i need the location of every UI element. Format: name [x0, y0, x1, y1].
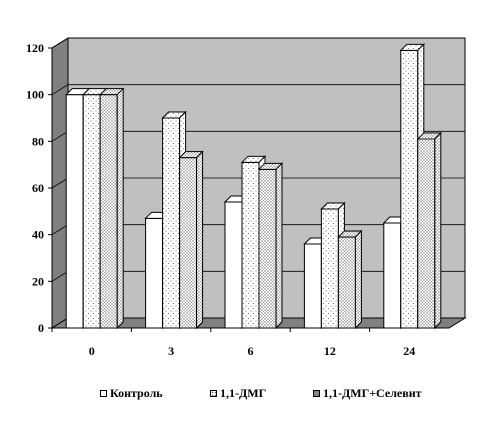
legend-label-dmg-selevit: 1,1-ДМГ+Селевит — [323, 386, 422, 400]
bar-front — [82, 94, 101, 329]
bar — [337, 229, 363, 330]
gridline — [51, 37, 465, 49]
bar-front — [337, 236, 356, 329]
legend-item-dmg-selevit: 1,1-ДМГ+Селевит — [313, 386, 422, 401]
bar-front — [303, 243, 322, 329]
bar-side — [434, 131, 442, 330]
bar — [257, 162, 284, 330]
y-tick-label: 80 — [32, 134, 44, 148]
bar-front — [162, 117, 181, 329]
bar — [98, 87, 125, 330]
bar-front — [99, 94, 118, 329]
y-tick-label: 40 — [32, 228, 44, 242]
y-tick-label: 120 — [26, 41, 44, 55]
bar — [178, 150, 204, 330]
y-tick-label: 20 — [32, 274, 44, 288]
x-tick-label: 3 — [168, 344, 174, 358]
y-tick-label: 60 — [32, 181, 44, 195]
x-tick-label: 6 — [248, 344, 254, 358]
bar-front — [145, 217, 164, 329]
bar-front — [400, 49, 419, 329]
y-tick-label: 0 — [38, 321, 44, 335]
legend-label-dmg: 1,1-ДМГ — [220, 386, 267, 400]
legend-swatch-control — [100, 390, 107, 397]
bars — [64, 43, 443, 330]
x-tick-label: 12 — [324, 344, 336, 358]
legend-item-control: Контроль — [100, 386, 163, 401]
axes: 0 20 40 60 80 100 120 0 3 6 12 24 — [26, 41, 449, 358]
bar-side — [275, 162, 283, 330]
legend-item-dmg: 1,1-ДМГ — [210, 386, 266, 401]
x-tick-label: 0 — [89, 344, 95, 358]
bar-front — [65, 94, 84, 329]
legend: Контроль 1,1-ДМГ 1,1-ДМГ+Селевит — [0, 380, 500, 406]
bar-side — [354, 229, 362, 330]
bar-front — [224, 201, 243, 329]
legend-swatch-dmg — [210, 390, 217, 397]
bar-front — [258, 168, 277, 329]
gridline — [51, 84, 465, 96]
bar-front — [383, 222, 402, 329]
y-tick-label: 100 — [26, 88, 44, 102]
bar-front — [179, 157, 198, 329]
bar-side — [116, 87, 124, 330]
bar-side — [196, 150, 204, 330]
legend-label-control: Контроль — [110, 386, 163, 400]
bar-front — [417, 138, 436, 329]
bar-front — [241, 161, 260, 329]
bar-front — [320, 208, 339, 329]
legend-swatch-dmg-selevit — [313, 390, 320, 397]
bar — [416, 131, 443, 330]
x-tick-label: 24 — [403, 344, 415, 358]
